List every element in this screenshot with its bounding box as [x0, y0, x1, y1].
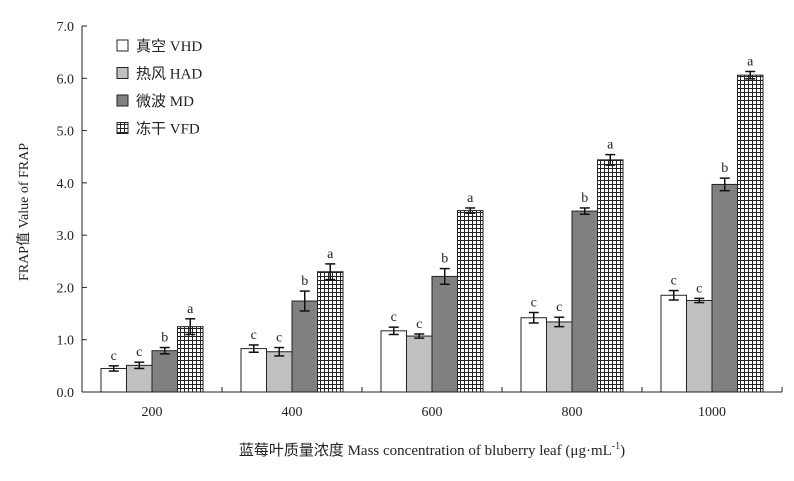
significance-label: c	[696, 281, 702, 296]
bar	[126, 364, 153, 393]
x-tick-label: 400	[282, 405, 303, 420]
legend-label: 真空 VHD	[136, 37, 202, 55]
x-axis-label-sup: -1	[612, 441, 620, 452]
significance-label: c	[391, 310, 397, 325]
bar	[240, 348, 267, 393]
bar	[737, 74, 764, 393]
significance-label: b	[161, 331, 168, 346]
bar	[151, 350, 178, 393]
significance-label: b	[581, 191, 588, 206]
significance-label: b	[721, 161, 728, 176]
significance-label: c	[276, 331, 282, 346]
significance-label: a	[327, 247, 334, 262]
bar	[457, 210, 484, 393]
bar	[406, 335, 433, 393]
y-tick-label: 0.0	[57, 386, 75, 401]
y-tick-label: 7.0	[57, 20, 75, 35]
legend-swatch	[116, 122, 129, 134]
significance-label: a	[187, 302, 194, 317]
y-tick-label: 1.0	[57, 334, 75, 349]
significance-label: a	[747, 54, 754, 69]
bar	[686, 300, 713, 393]
bar	[291, 300, 318, 393]
bar	[597, 159, 624, 393]
y-tick-label: 2.0	[57, 281, 75, 296]
bar	[546, 321, 573, 393]
y-axis-label: FRAP值 Value of FRAP	[16, 143, 32, 281]
x-axis-label-end: )	[620, 443, 625, 459]
x-tick-label: 200	[142, 405, 163, 420]
significance-label: c	[111, 349, 117, 364]
bar	[660, 294, 687, 393]
bar	[711, 183, 738, 393]
bars: c c b a c c b a c c b a c c b a c c b a	[100, 54, 764, 393]
x-axis-label: 蓝莓叶质量浓度 Mass concentration of bluberry l…	[239, 441, 625, 459]
bar	[571, 210, 598, 393]
significance-label: b	[441, 252, 448, 267]
bar	[431, 275, 458, 393]
y-tick-label: 4.0	[57, 177, 75, 192]
significance-label: c	[671, 274, 677, 289]
x-tick-label: 800	[562, 405, 583, 420]
x-tick-label: 1000	[698, 405, 726, 420]
significance-label: a	[467, 191, 474, 206]
bar	[520, 317, 547, 393]
bar	[317, 271, 344, 393]
legend-label: 微波 MD	[136, 93, 194, 110]
significance-label: b	[301, 274, 308, 289]
legend-swatch	[116, 39, 129, 52]
legend: 真空 VHD 热风 HAD 微波 MD 冻干 VFD	[116, 37, 202, 138]
bar	[177, 326, 204, 393]
legend-swatch	[116, 94, 129, 107]
y-tick-label: 5.0	[57, 125, 75, 140]
bar	[266, 351, 293, 393]
y-tick-label: 3.0	[57, 229, 75, 244]
significance-label: c	[136, 345, 142, 360]
bar	[100, 367, 127, 393]
legend-label: 热风 HAD	[136, 66, 202, 83]
significance-label: c	[251, 328, 257, 343]
x-tick-label: 600	[422, 405, 443, 420]
significance-label: c	[531, 296, 537, 311]
bar	[380, 330, 407, 393]
significance-label: c	[556, 300, 562, 315]
significance-label: a	[607, 138, 614, 153]
x-axis-label-main: 蓝莓叶质量浓度 Mass concentration of bluberry l…	[239, 442, 612, 459]
significance-label: c	[416, 317, 422, 332]
legend-label: 冻干 VFD	[136, 120, 200, 138]
y-tick-label: 6.0	[57, 72, 75, 87]
legend-swatch	[116, 67, 129, 79]
